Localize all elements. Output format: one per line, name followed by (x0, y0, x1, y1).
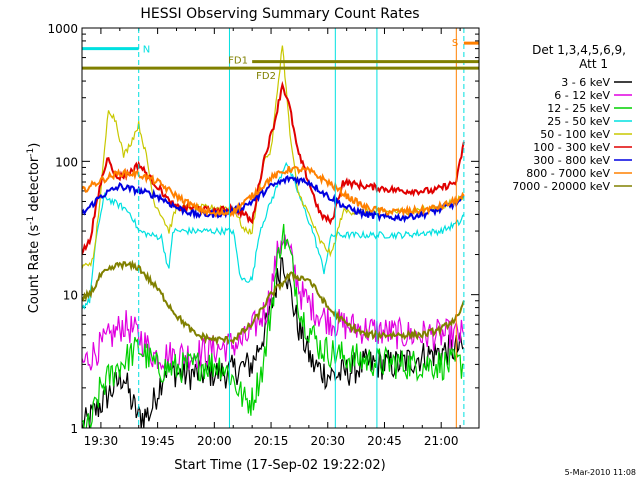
y-tick-label: 10 (63, 289, 78, 303)
series-line (82, 161, 465, 310)
legend-entry-label: 100 - 300 keV (533, 141, 610, 154)
legend-entry-label: 50 - 100 keV (540, 128, 610, 141)
legend-header-attenuator: Att 1 (579, 57, 608, 71)
legend-entry-label: 6 - 12 keV (554, 89, 610, 102)
y-axis-label-sup1: -1 (26, 216, 36, 225)
x-tick-label: 20:15 (254, 434, 289, 448)
legend-entry-label: 3 - 6 keV (561, 76, 610, 89)
y-axis-label: Count Rate (s-1 detector-1) (26, 143, 42, 314)
plot-frame (81, 27, 480, 429)
x-tick-label: 19:45 (140, 434, 175, 448)
series-line (82, 223, 464, 428)
y-tick-label: 100 (55, 155, 78, 169)
y-axis-label-mid: detector (27, 156, 42, 216)
legend-entry-label: 25 - 50 keV (547, 115, 610, 128)
legend-entry-label: 300 - 800 keV (533, 154, 610, 167)
x-tick-label: 19:30 (84, 434, 119, 448)
plot-area (82, 28, 479, 428)
legend-entry-label: 12 - 25 keV (547, 102, 610, 115)
y-tick-label: 1000 (47, 22, 78, 36)
annotation-label: N (143, 45, 150, 56)
legend-header-detectors: Det 1,3,4,5,6,9, (532, 43, 626, 57)
x-axis-label: Start Time (17-Sep-02 19:22:02) (174, 458, 385, 473)
x-tick-label: 21:00 (424, 434, 459, 448)
legend-entry-label: 800 - 7000 keV (526, 167, 610, 180)
annotation-label: S (452, 38, 458, 49)
footer-timestamp: 5-Mar-2010 11:08 (565, 468, 636, 477)
x-tick-label: 20:45 (367, 434, 402, 448)
series-line (82, 257, 465, 428)
series-line (82, 234, 465, 371)
series-line (82, 259, 465, 346)
x-tick-label: 20:00 (197, 434, 232, 448)
chart-title: HESSI Observing Summary Count Rates (140, 6, 419, 22)
y-axis-label-end: ) (27, 143, 42, 148)
y-tick-label: 1 (70, 422, 78, 436)
series-line (82, 165, 465, 218)
legend-entry-label: 7000 - 20000 keV (512, 180, 610, 193)
x-tick-label: 20:30 (310, 434, 345, 448)
y-axis-label-main: Count Rate (s (27, 225, 42, 314)
y-axis-label-sup2: -1 (26, 148, 36, 157)
series-line (82, 80, 465, 255)
series-line (82, 174, 465, 224)
annotation-label: FD1 (228, 56, 248, 67)
annotation-label: FD2 (256, 71, 276, 82)
